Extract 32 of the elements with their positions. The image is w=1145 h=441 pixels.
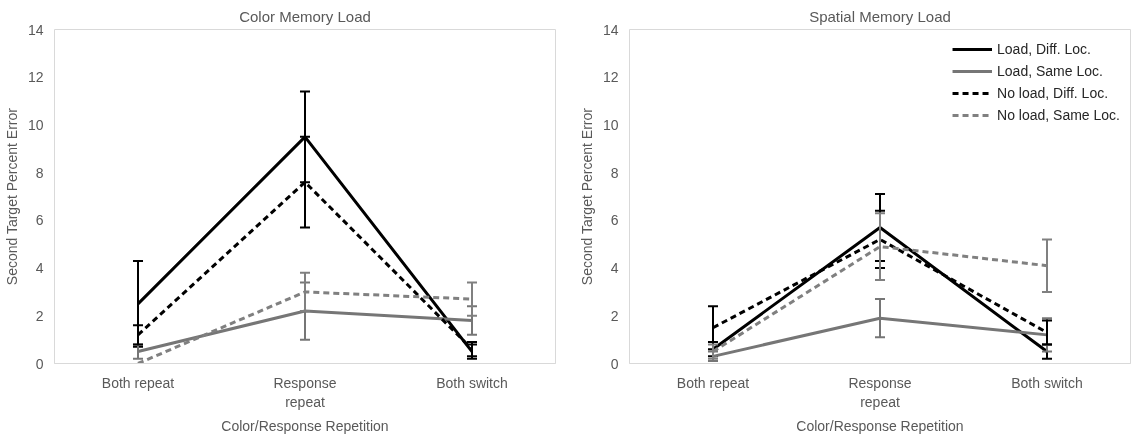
y-tick-label: 14 <box>27 21 44 38</box>
legend-label: Load, Diff. Loc. <box>997 41 1091 57</box>
y-tick-label: 12 <box>27 69 44 86</box>
chart-title: Color Memory Load <box>239 7 371 25</box>
legend-label: No load, Same Loc. <box>997 107 1120 123</box>
x-tick-label: Both switch <box>436 374 508 391</box>
chart-title: Spatial Memory Load <box>809 7 951 25</box>
y-tick-label: 12 <box>602 69 619 86</box>
y-tick-label: 2 <box>610 307 619 324</box>
y-tick-label: 4 <box>610 260 619 277</box>
y-tick-label: 2 <box>35 307 44 324</box>
x-tick-label: Both repeat <box>101 374 175 391</box>
y-tick-label: 14 <box>602 21 619 38</box>
x-tick-label: Response repeat <box>848 374 912 410</box>
y-tick-label: 6 <box>35 212 44 229</box>
y-tick-label: 8 <box>610 164 619 181</box>
y-axis-title: Second Target Percent Error <box>3 107 20 286</box>
x-tick-label: Both switch <box>1011 374 1083 391</box>
legend-label: Load, Same Loc. <box>997 63 1103 79</box>
x-axis-title: Color/Response Repetition <box>221 417 389 434</box>
y-tick-label: 8 <box>35 164 44 181</box>
y-tick-label: 10 <box>27 116 44 133</box>
y-tick-label: 0 <box>35 355 44 372</box>
y-tick-label: 10 <box>602 116 619 133</box>
x-tick-label: Both repeat <box>676 374 750 391</box>
legend-label: No load, Diff. Loc. <box>997 85 1109 101</box>
y-tick-label: 0 <box>610 355 619 372</box>
x-tick-label: Response repeat <box>273 374 337 410</box>
y-axis-title: Second Target Percent Error <box>578 107 595 286</box>
y-tick-label: 4 <box>35 260 44 277</box>
y-tick-label: 6 <box>610 212 619 229</box>
x-axis-title: Color/Response Repetition <box>796 417 964 434</box>
